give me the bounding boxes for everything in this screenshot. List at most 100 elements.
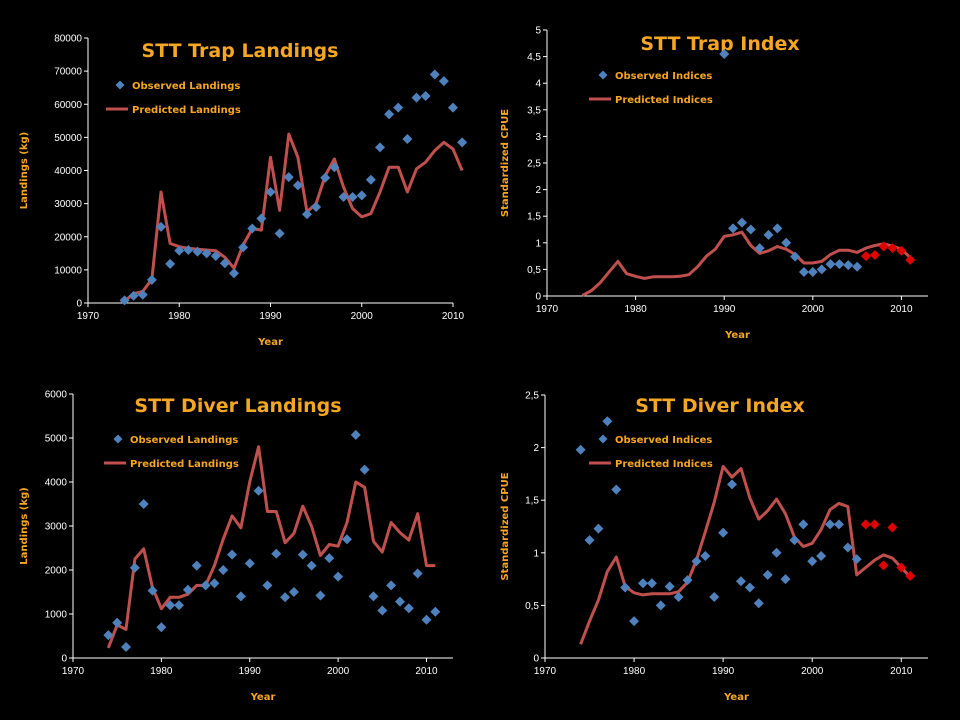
y-axis-label: Standardized CPUE — [500, 109, 511, 217]
observed-point — [754, 243, 765, 254]
observed-point — [315, 590, 326, 601]
observed-point — [781, 237, 792, 248]
observed-point — [156, 622, 167, 633]
observed-point — [852, 261, 863, 272]
observed-point — [430, 606, 441, 617]
predicted-series-line — [123, 132, 464, 303]
observed-point — [736, 217, 747, 228]
x-axis-label: Year — [257, 337, 283, 348]
observed-point — [350, 429, 361, 440]
y-tick-label: 4 — [535, 79, 541, 90]
observed-highlight-point — [887, 243, 898, 254]
observed-point — [356, 190, 367, 201]
observed-point — [807, 556, 818, 567]
y-tick-label: 40000 — [54, 166, 82, 177]
observed-point — [457, 137, 468, 148]
observed-point — [691, 556, 702, 567]
observed-point — [146, 274, 157, 285]
y-tick-label: 20000 — [54, 232, 82, 243]
observed-point — [333, 571, 344, 582]
observed-point — [700, 550, 711, 561]
x-tick-label: 1970 — [77, 311, 100, 322]
y-tick-label: 5000 — [45, 434, 68, 445]
observed-highlight-point — [878, 560, 889, 571]
x-tick-label: 1980 — [150, 666, 173, 677]
y-tick-label: 1,5 — [527, 212, 541, 223]
y-tick-label: 1,5 — [525, 496, 539, 507]
observed-point — [119, 295, 130, 306]
observed-point — [393, 102, 404, 113]
observed-point — [182, 584, 193, 595]
observed-point — [347, 192, 358, 202]
observed-point — [762, 569, 773, 580]
observed-point — [129, 562, 140, 573]
observed-point — [280, 592, 291, 603]
observed-highlight-point — [869, 250, 880, 261]
x-tick-label: 1970 — [534, 666, 557, 677]
x-tick-label: 1990 — [712, 666, 735, 677]
chart-title: STT Diver Landings — [134, 395, 341, 417]
x-tick-label: 2000 — [351, 311, 374, 322]
legend-predicted-label: Predicted Landings — [132, 105, 241, 116]
observed-point — [384, 109, 395, 120]
observed-point — [244, 558, 255, 569]
observed-point — [673, 591, 684, 602]
observed-point — [341, 534, 352, 545]
y-tick-label: 5 — [535, 26, 541, 37]
observed-highlight-point — [887, 522, 898, 533]
observed-point — [842, 542, 853, 553]
legend-observed-marker — [598, 70, 608, 80]
observed-point — [745, 224, 756, 235]
chart-diver-landings: 0 1000 2000 3000 4000 5000 6000 1970 1980 1990 200… — [19, 390, 453, 703]
observed-point — [103, 630, 114, 641]
legend-observed-label: Observed Indices — [615, 71, 712, 82]
legend-observed-label: Observed Landings — [130, 435, 238, 446]
observed-point — [147, 585, 158, 596]
observed-point — [798, 519, 809, 530]
x-tick-label: 1990 — [259, 311, 282, 322]
legend-predicted-label: Predicted Landings — [130, 459, 239, 470]
observed-point — [256, 213, 267, 224]
observed-highlight-point — [860, 519, 871, 530]
observed-point — [359, 464, 370, 475]
y-tick-label: 80000 — [54, 34, 82, 45]
observed-point — [183, 245, 194, 255]
y-tick-label: 1000 — [45, 610, 68, 621]
y-tick-label: 0,5 — [527, 265, 541, 276]
x-tick-label: 1980 — [624, 304, 647, 315]
observed-point — [156, 221, 166, 232]
legend: Observed Landings Predicted Landings — [104, 434, 239, 470]
observed-point — [420, 90, 431, 101]
observed-point — [265, 187, 276, 198]
observed-point — [798, 267, 809, 278]
observed-point — [735, 576, 746, 587]
observed-point — [403, 603, 414, 614]
observed-point — [825, 259, 836, 270]
observed-point — [311, 201, 322, 212]
observed-point — [789, 535, 800, 546]
legend: Observed Indices Predicted Indices — [589, 434, 713, 470]
observed-point — [365, 174, 376, 185]
observed-point — [219, 258, 230, 269]
observed-point — [324, 553, 335, 564]
legend-observed-label: Observed Indices — [615, 435, 712, 446]
y-tick-label: 70000 — [54, 67, 82, 78]
x-axis-label: Year — [250, 692, 276, 703]
predicted-series-line — [106, 445, 436, 649]
chart-title: STT Diver Index — [635, 395, 805, 417]
x-tick-label: 2000 — [327, 666, 350, 677]
y-tick-label: 3000 — [45, 522, 68, 533]
observed-point — [320, 172, 331, 183]
observed-point — [377, 605, 388, 616]
observed-highlight-point — [860, 251, 871, 262]
legend: Observed Indices Predicted Indices — [589, 70, 713, 106]
observed-point — [229, 268, 239, 279]
observed-point — [411, 92, 422, 103]
observed-point — [709, 591, 720, 602]
y-tick-label: 10000 — [54, 265, 82, 276]
x-tick-label: 1970 — [62, 666, 85, 677]
observed-point — [682, 575, 693, 586]
observed-highlight-point — [869, 519, 880, 530]
observed-point — [137, 289, 148, 300]
